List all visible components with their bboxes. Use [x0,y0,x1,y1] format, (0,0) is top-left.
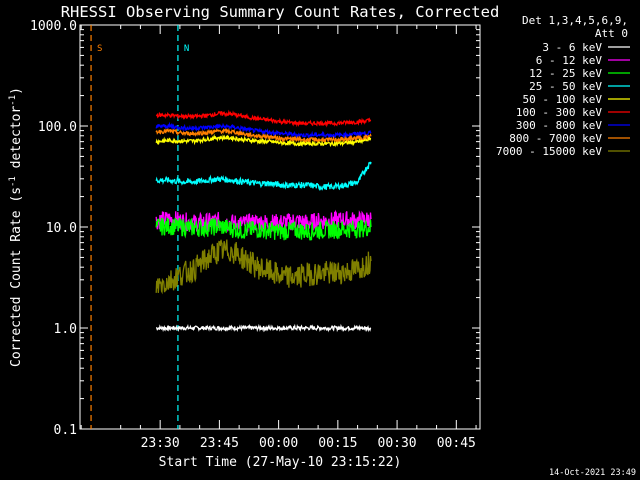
y-tick-label: 10.0 [46,221,77,236]
segment-marker-label: S [97,44,102,54]
legend-entry-label: 50 - 100 keV [523,93,603,106]
x-axis-label: Start Time (27-May-10 23:15:22) [159,455,402,470]
x-tick-label: 23:30 [141,436,180,451]
legend-header: Det 1,3,4,5,6,9, [522,14,628,27]
series-line [155,161,372,191]
svg-text:Corrected Count Rate (s-1 dete: Corrected Count Rate (s-1 detector-1) [8,87,24,367]
x-tick-label: 00:00 [259,436,298,451]
x-tick-label: 00:15 [318,436,357,451]
legend-entry-label: 300 - 800 keV [516,119,602,132]
series-line [155,127,372,144]
x-tick-label: 00:30 [378,436,417,451]
chart-title: RHESSI Observing Summary Count Rates, Co… [61,3,500,21]
footer-date: 14-Oct-2021 23:49 [549,468,636,478]
y-tick-label: 0.1 [54,423,77,438]
series-line [155,133,372,148]
y-tick-label: 100.0 [38,120,77,135]
legend-entry-label: 6 - 12 keV [536,54,603,67]
series-line [155,109,372,128]
segment-marker-label: N [184,44,189,54]
legend-entry-label: 3 - 6 keV [542,41,602,54]
legend-entry-label: 7000 - 15000 keV [496,145,602,158]
series-line [155,239,372,295]
legend-entry-label: 100 - 300 keV [516,106,602,119]
y-tick-label: 1000.0 [30,19,77,34]
x-tick-label: 23:45 [200,436,239,451]
x-tick-label: 00:45 [437,436,476,451]
plot-area: 0.1 1.0 10.0 100.0 1000.0 23:30 23:45 00:00 00:1… [30,19,481,451]
series-line [155,217,372,241]
legend-header: Att 0 [595,27,628,40]
legend-entry-label: 25 - 50 keV [529,80,602,93]
y-axis-label: Corrected Count Rate (s-1 detector-1) [8,87,24,367]
y-tick-label: 1.0 [54,322,77,337]
legend-entry-label: 12 - 25 keV [529,67,602,80]
legend-entry-label: 800 - 7000 keV [509,132,602,145]
series-line [155,121,372,140]
series-line [155,323,372,333]
